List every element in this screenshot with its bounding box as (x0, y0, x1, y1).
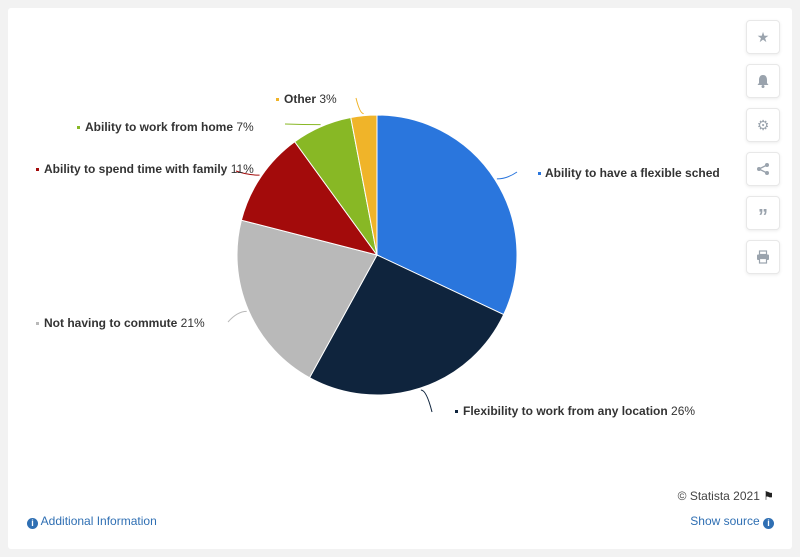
additional-information-link[interactable]: i Additional Information (27, 514, 157, 529)
slice-label-name: Other (284, 92, 316, 106)
bell-icon (757, 75, 769, 88)
slice-label-2: Flexibility to work from any location 26… (463, 404, 695, 418)
slice-label-value: 11% (227, 162, 254, 176)
notification-button[interactable] (746, 64, 780, 98)
pie-slice-1[interactable] (376, 114, 518, 316)
quote-icon: ” (758, 206, 768, 228)
share-icon (757, 163, 769, 175)
info-icon: i (763, 518, 774, 529)
legend-bullet-6 (276, 98, 279, 101)
slice-label-4: Ability to spend time with family 11% (44, 162, 254, 176)
slice-label-name: Flexibility to work from any location (463, 404, 668, 418)
share-button[interactable] (746, 152, 780, 186)
cite-button[interactable]: ” (746, 196, 780, 230)
legend-bullet-5 (77, 126, 80, 129)
connector-1 (496, 171, 518, 180)
slice-label-3: Not having to commute 21% (44, 316, 205, 330)
label-connectors (227, 97, 518, 413)
star-icon: ★ (756, 28, 770, 45)
connector-3 (227, 310, 247, 323)
slice-label-5: Ability to work from home 7% (85, 120, 254, 134)
slice-label-name: Not having to commute (44, 316, 178, 330)
favorite-button[interactable]: ★ (746, 20, 780, 54)
pie-slice-6[interactable] (350, 114, 378, 256)
connector-4 (235, 170, 260, 176)
slice-label-1: Ability to have a flexible sched (545, 166, 720, 180)
pie-slices (236, 114, 518, 396)
settings-button[interactable]: ⚙ (746, 108, 780, 142)
pie-slice-3[interactable] (236, 219, 378, 379)
statista-credit: © Statista 2021 ⚑ (678, 489, 774, 503)
connector-6 (355, 97, 364, 115)
pie-slice-4[interactable] (240, 141, 379, 256)
slice-label-value: 3% (316, 92, 337, 106)
slice-label-value: 21% (177, 316, 205, 330)
slice-label-6: Other 3% (284, 92, 337, 106)
legend-bullet-1 (538, 172, 541, 175)
legend-bullet-3 (36, 322, 39, 325)
slice-label-value: 26% (668, 404, 696, 418)
legend-bullet-4 (36, 168, 39, 171)
slice-label-name: Ability to work from home (85, 120, 233, 134)
print-button[interactable] (746, 240, 780, 274)
credit-text: © Statista 2021 (677, 489, 760, 503)
legend-bullet-2 (455, 410, 458, 413)
additional-information-label: Additional Information (40, 514, 157, 528)
side-toolbar: ★ ⚙ ” (746, 20, 780, 284)
info-icon: i (27, 518, 38, 529)
show-source-label: Show source (690, 514, 760, 528)
print-icon (757, 250, 769, 264)
slice-label-name: Ability to spend time with family (44, 162, 228, 176)
slice-label-name: Ability to have a flexible sched (545, 166, 720, 180)
flag-icon[interactable]: ⚑ (763, 489, 774, 503)
gear-icon: ⚙ (756, 116, 770, 133)
slice-label-value: 7% (233, 120, 254, 134)
connector-2 (420, 389, 433, 413)
pie-labels: Ability to have a flexible sched Flexibil… (36, 92, 720, 418)
show-source-link[interactable]: Show source i (690, 514, 774, 529)
connector-5 (284, 123, 321, 126)
